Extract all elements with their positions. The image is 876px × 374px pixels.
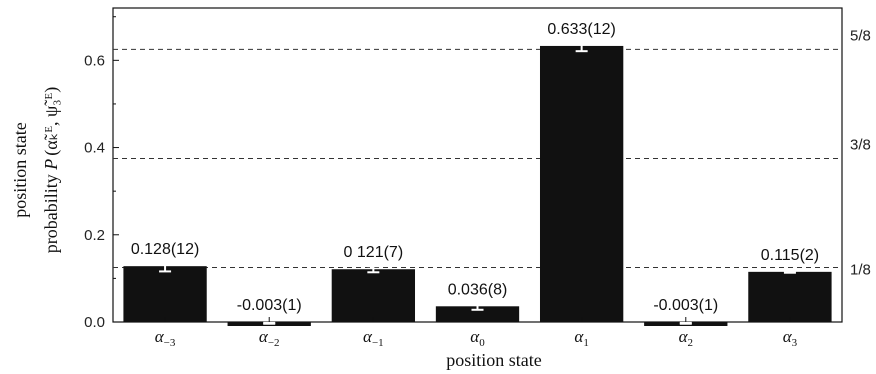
bar-value-label: 0 121(7)	[344, 244, 404, 261]
axes: α−3 α−2 α−1 α0 α1 α2 α3 0.0 0.2 0.4 0.6	[84, 16, 798, 349]
reference-line-label: 1/8	[850, 261, 871, 278]
y-axis-title-line2: probability P(α̃ₖᴱ, ψ̃₃ᴱ)	[41, 87, 62, 253]
bar	[748, 271, 832, 322]
error-bar	[783, 269, 796, 274]
bar-value-label: -0.003(1)	[237, 297, 302, 314]
reference-line-label: 5/8	[850, 27, 871, 44]
y-tick-label: 0.2	[84, 227, 105, 244]
error-bar	[471, 301, 484, 311]
bar-value-label: 0.115(2)	[761, 247, 819, 264]
error-bar	[159, 259, 172, 273]
y-tick-label: 0.0	[84, 314, 105, 331]
x-tick-label: α−2	[259, 327, 280, 349]
x-tick-label: α2	[679, 327, 693, 349]
error-bar	[263, 321, 276, 325]
y-axis-title: position state probability P(α̃ₖᴱ, ψ̃₃ᴱ)	[10, 87, 62, 253]
x-tick-label: α1	[574, 327, 588, 349]
x-tick-label: α−3	[155, 327, 176, 349]
bar-value-label: 0.633(12)	[547, 21, 616, 38]
y-tick-label: 0.6	[84, 52, 105, 69]
bar	[435, 306, 520, 322]
bar-value-labels: 0.128(12) -0.003(1) 0 121(7) 0.036(8) 0.633(…	[131, 21, 819, 314]
bars	[123, 39, 832, 326]
error-bar	[575, 39, 588, 53]
bar	[123, 266, 207, 322]
y-tick-label: 0.4	[84, 140, 105, 157]
x-tick-label: α3	[783, 327, 798, 349]
bar	[539, 45, 624, 323]
bar-value-label: -0.003(1)	[653, 297, 718, 314]
reference-lines: 5/8 3/8 1/8	[113, 27, 871, 278]
bar	[331, 269, 416, 322]
reference-line-label: 3/8	[850, 136, 871, 153]
x-tick-label: α0	[470, 327, 485, 349]
x-axis-title: position state	[446, 350, 542, 370]
error-bar	[679, 321, 692, 325]
plot-frame	[112, 7, 843, 323]
x-tick-label: α−1	[363, 327, 384, 349]
error-bar	[367, 265, 380, 274]
plot-area	[112, 7, 843, 323]
y-axis-title-line1: position state	[10, 122, 30, 218]
bar-value-label: 0.128(12)	[131, 241, 200, 258]
bar-value-label: 0.036(8)	[448, 281, 508, 298]
